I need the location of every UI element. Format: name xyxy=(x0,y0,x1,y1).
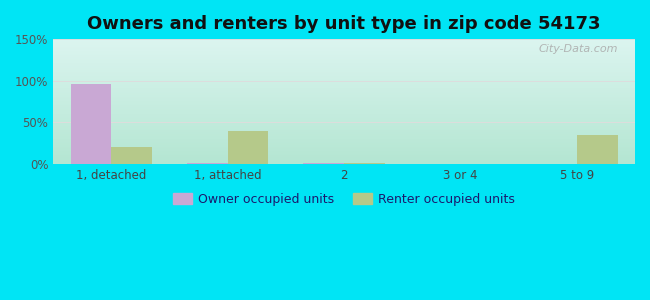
Legend: Owner occupied units, Renter occupied units: Owner occupied units, Renter occupied un… xyxy=(168,188,520,211)
Bar xyxy=(111,148,152,164)
Bar xyxy=(227,131,268,164)
Bar xyxy=(71,84,111,164)
Bar xyxy=(577,135,617,164)
Title: Owners and renters by unit type in zip code 54173: Owners and renters by unit type in zip c… xyxy=(87,15,601,33)
Bar xyxy=(344,163,385,164)
Bar xyxy=(187,163,228,164)
Bar xyxy=(304,163,344,164)
Text: City-Data.com: City-Data.com xyxy=(538,44,617,54)
